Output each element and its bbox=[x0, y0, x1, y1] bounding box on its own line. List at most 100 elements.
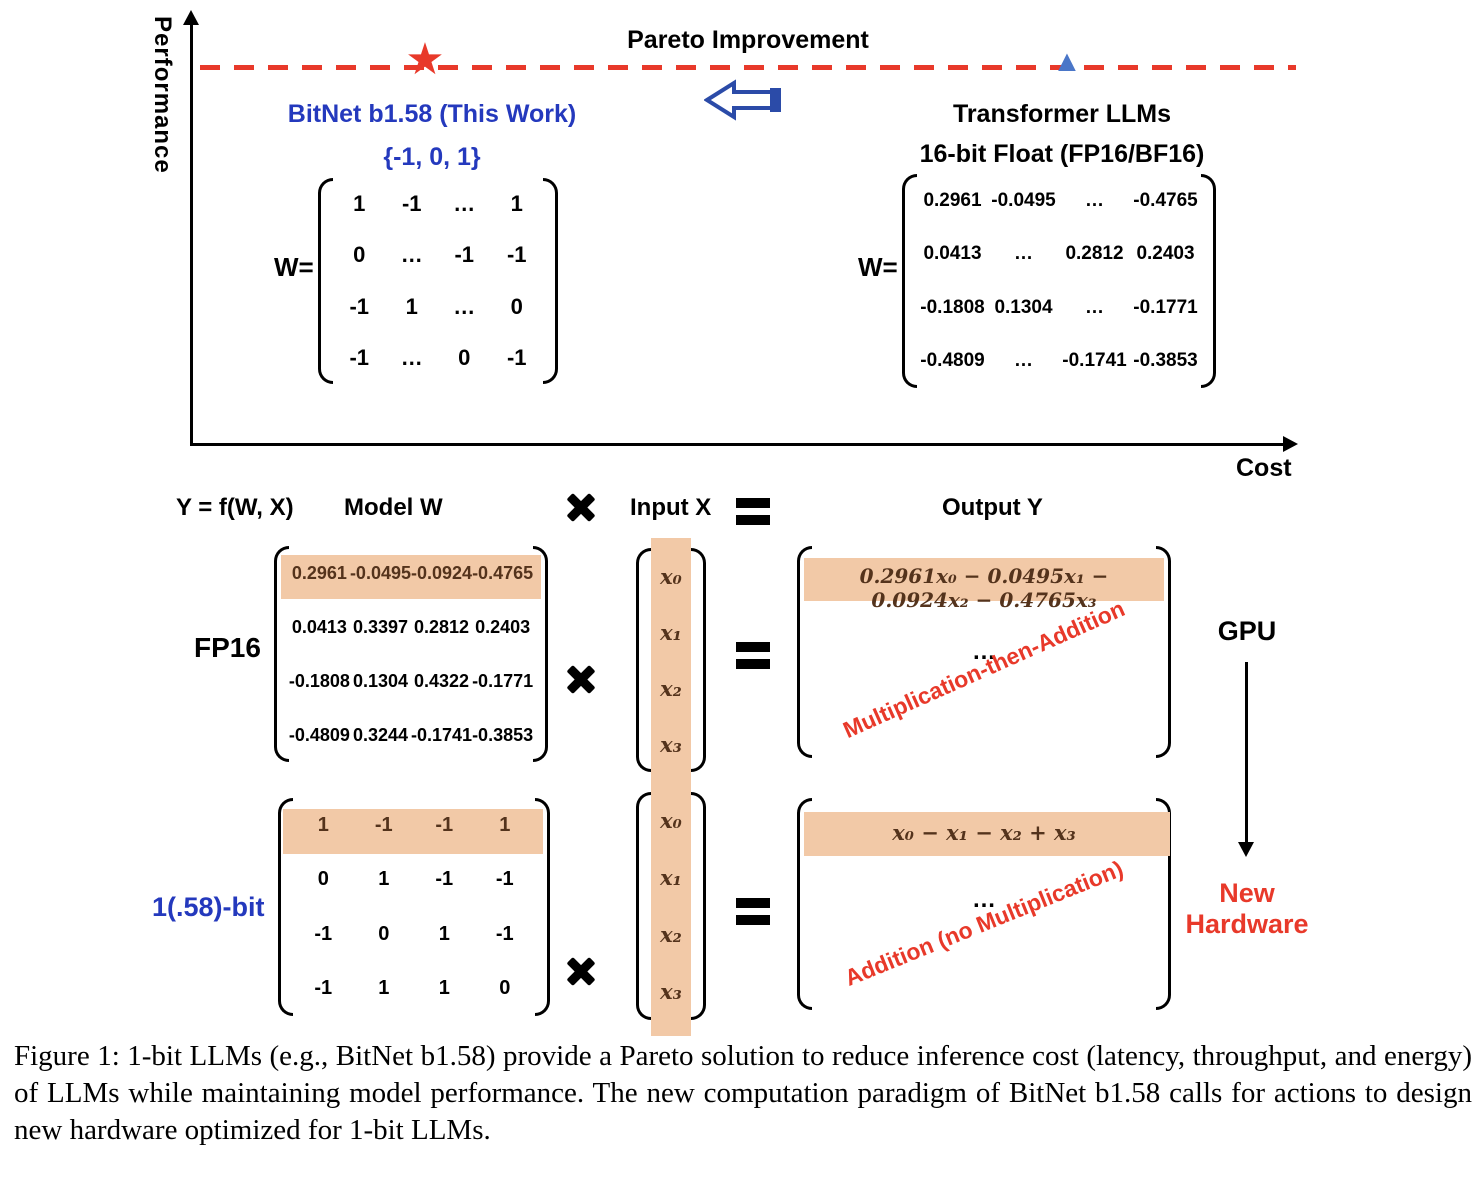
addition-annotation: Addition (no Multiplication) bbox=[840, 855, 1127, 991]
matrix-cell: 0.3397 bbox=[352, 616, 408, 637]
gpu-to-hardware-arrowhead-icon bbox=[1238, 842, 1254, 857]
bracket-right bbox=[691, 548, 706, 772]
vector-cell: x₃ bbox=[660, 979, 682, 1004]
bracket-left bbox=[636, 792, 651, 1020]
new-hardware-label: New Hardware bbox=[1182, 878, 1312, 940]
matrix-cell: 1 bbox=[438, 922, 450, 945]
triangle-marker-icon: ▲ bbox=[1052, 45, 1082, 78]
ellipsis: … bbox=[972, 886, 996, 913]
matrix-cell: -0.3853 bbox=[472, 724, 534, 745]
matrix-cell: -0.1808 bbox=[288, 670, 350, 691]
x-axis-label: Cost bbox=[1236, 454, 1292, 482]
matrix-cell: -1 bbox=[349, 293, 370, 319]
bracket-left bbox=[318, 178, 333, 384]
highlight-column bbox=[651, 784, 691, 1036]
gpu-label: GPU bbox=[1217, 616, 1277, 646]
matrix-cell: … bbox=[1085, 296, 1104, 318]
matrix-cell: 0 bbox=[510, 293, 523, 319]
matrix-cell: 0 bbox=[353, 242, 366, 268]
bracket-left bbox=[636, 548, 651, 772]
transformer-label-line2: 16-bit Float (FP16/BF16) bbox=[919, 140, 1205, 168]
gpu-to-hardware-arrow-line bbox=[1245, 662, 1248, 842]
new-hardware-line2: Hardware bbox=[1185, 909, 1309, 940]
vector-cell: x₁ bbox=[660, 865, 682, 890]
matrix-cell: -1 bbox=[401, 190, 422, 216]
transformer-weight-matrix: 0.2961 -0.0495 … -0.4765 0.0413 … 0.2812… bbox=[902, 174, 1216, 388]
matrix-cell: 0 bbox=[499, 977, 511, 1000]
matrix-cell: 1 bbox=[405, 293, 418, 319]
matrix-cell: -0.0495 bbox=[349, 562, 411, 583]
y-axis-line bbox=[190, 22, 193, 445]
multiply-icon bbox=[564, 490, 598, 524]
matrix-cell: … bbox=[400, 242, 423, 268]
matrix-cell: 0 bbox=[458, 345, 471, 371]
x-axis-line bbox=[190, 443, 1286, 446]
vector-cell: x₂ bbox=[660, 675, 682, 701]
bitnet-w-label: W= bbox=[274, 252, 314, 282]
matrix-cell: 1 bbox=[353, 190, 366, 216]
matrix-cell: -0.0924 bbox=[411, 562, 473, 583]
bitnet-label: BitNet b1.58 (This Work) bbox=[287, 100, 577, 128]
matrix-cell: 0.4322 bbox=[414, 670, 470, 691]
fp16-matrix: 0.2961 -0.0495 -0.0924 -0.4765 0.0413 0.… bbox=[274, 546, 548, 762]
matrix-cell: -0.1741 bbox=[411, 724, 473, 745]
matrix-cell: -1 bbox=[506, 345, 527, 371]
matrix-cell: 0.3244 bbox=[352, 724, 408, 745]
matrix-cell: -1 bbox=[349, 345, 370, 371]
matrix-cell: -1 bbox=[314, 977, 333, 1000]
matrix-cell: 1 bbox=[317, 813, 329, 836]
bitnet-value-set: {-1, 0, 1} bbox=[383, 143, 481, 171]
output-y-label: Output Y bbox=[942, 494, 1043, 521]
vector-cell: x₂ bbox=[660, 922, 682, 947]
matrix-cell: 0.0413 bbox=[923, 243, 982, 265]
matrix-cell: -1 bbox=[374, 813, 393, 836]
matrix-cell: -1 bbox=[495, 922, 514, 945]
matrix-cell: -0.4809 bbox=[920, 350, 985, 372]
multiply-icon bbox=[564, 662, 598, 696]
matrix-cell: 0.2812 bbox=[414, 616, 470, 637]
bracket-right bbox=[691, 792, 706, 1020]
matrix-cell: 0.1304 bbox=[994, 296, 1053, 318]
pareto-title: Pareto Improvement bbox=[627, 26, 869, 54]
matrix-cell: -0.3853 bbox=[1133, 350, 1198, 372]
fp16-output-matrix: 0.2961x₀ − 0.0495x₁ − 0.0924x₂ − 0.4765x… bbox=[797, 546, 1171, 758]
matrix-cell: -0.1741 bbox=[1062, 350, 1127, 372]
matrix-cell: -1 bbox=[506, 242, 527, 268]
matrix-cell: -1 bbox=[435, 868, 454, 891]
x-axis-arrowhead-icon bbox=[1283, 436, 1298, 452]
matrix-cell: 1 bbox=[378, 977, 390, 1000]
matrix-cell: 0.0413 bbox=[291, 616, 347, 637]
output-formula: 0.2961x₀ − 0.0495x₁ − 0.0924x₂ − 0.4765x… bbox=[859, 564, 1109, 612]
bracket-left bbox=[902, 174, 917, 388]
matrix-cell: 0.2403 bbox=[1136, 243, 1195, 265]
bracket-left bbox=[797, 798, 812, 1010]
matrix-cell: 1 bbox=[438, 977, 450, 1000]
vector-cell: x₀ bbox=[660, 808, 682, 833]
matrix-cell: 0.2403 bbox=[475, 616, 531, 637]
matrix-cell: -0.1771 bbox=[1133, 296, 1198, 318]
matrix-cell: -0.1771 bbox=[472, 670, 534, 691]
star-marker-icon: ★ bbox=[405, 35, 445, 84]
highlight-column bbox=[651, 538, 691, 784]
matrix-cell: 0.1304 bbox=[352, 670, 408, 691]
matrix-cell: 0.2961 bbox=[291, 562, 347, 583]
equation-label: Y = f(W, X) bbox=[176, 494, 294, 521]
bitnet-row-label: 1(.58)-bit bbox=[152, 892, 265, 922]
matrix-cell: … bbox=[453, 293, 476, 319]
pareto-frontier-dashed-line bbox=[200, 65, 1296, 70]
matrix-cell: 1 bbox=[510, 190, 523, 216]
fp16-row-label: FP16 bbox=[194, 632, 261, 663]
matrix-cell: -1 bbox=[495, 868, 514, 891]
y-axis-arrowhead-icon bbox=[183, 10, 199, 25]
bracket-right bbox=[543, 178, 558, 384]
matrix-cell: 0 bbox=[317, 868, 329, 891]
matrix-cell: -1 bbox=[435, 813, 454, 836]
matrix-cell: 1 bbox=[378, 868, 390, 891]
left-block-arrow-icon bbox=[703, 79, 784, 126]
matrix-cell: … bbox=[1085, 189, 1104, 211]
matrix-cell: -0.0495 bbox=[991, 189, 1056, 211]
equals-icon bbox=[736, 642, 770, 669]
matrix-cell: -0.4765 bbox=[472, 562, 534, 583]
bitnet-158-matrix: 1 -1 -1 1 0 1 -1 -1 -1 0 1 -1 -1 1 1 0 bbox=[278, 798, 550, 1016]
vector-cell: x₁ bbox=[660, 619, 682, 645]
